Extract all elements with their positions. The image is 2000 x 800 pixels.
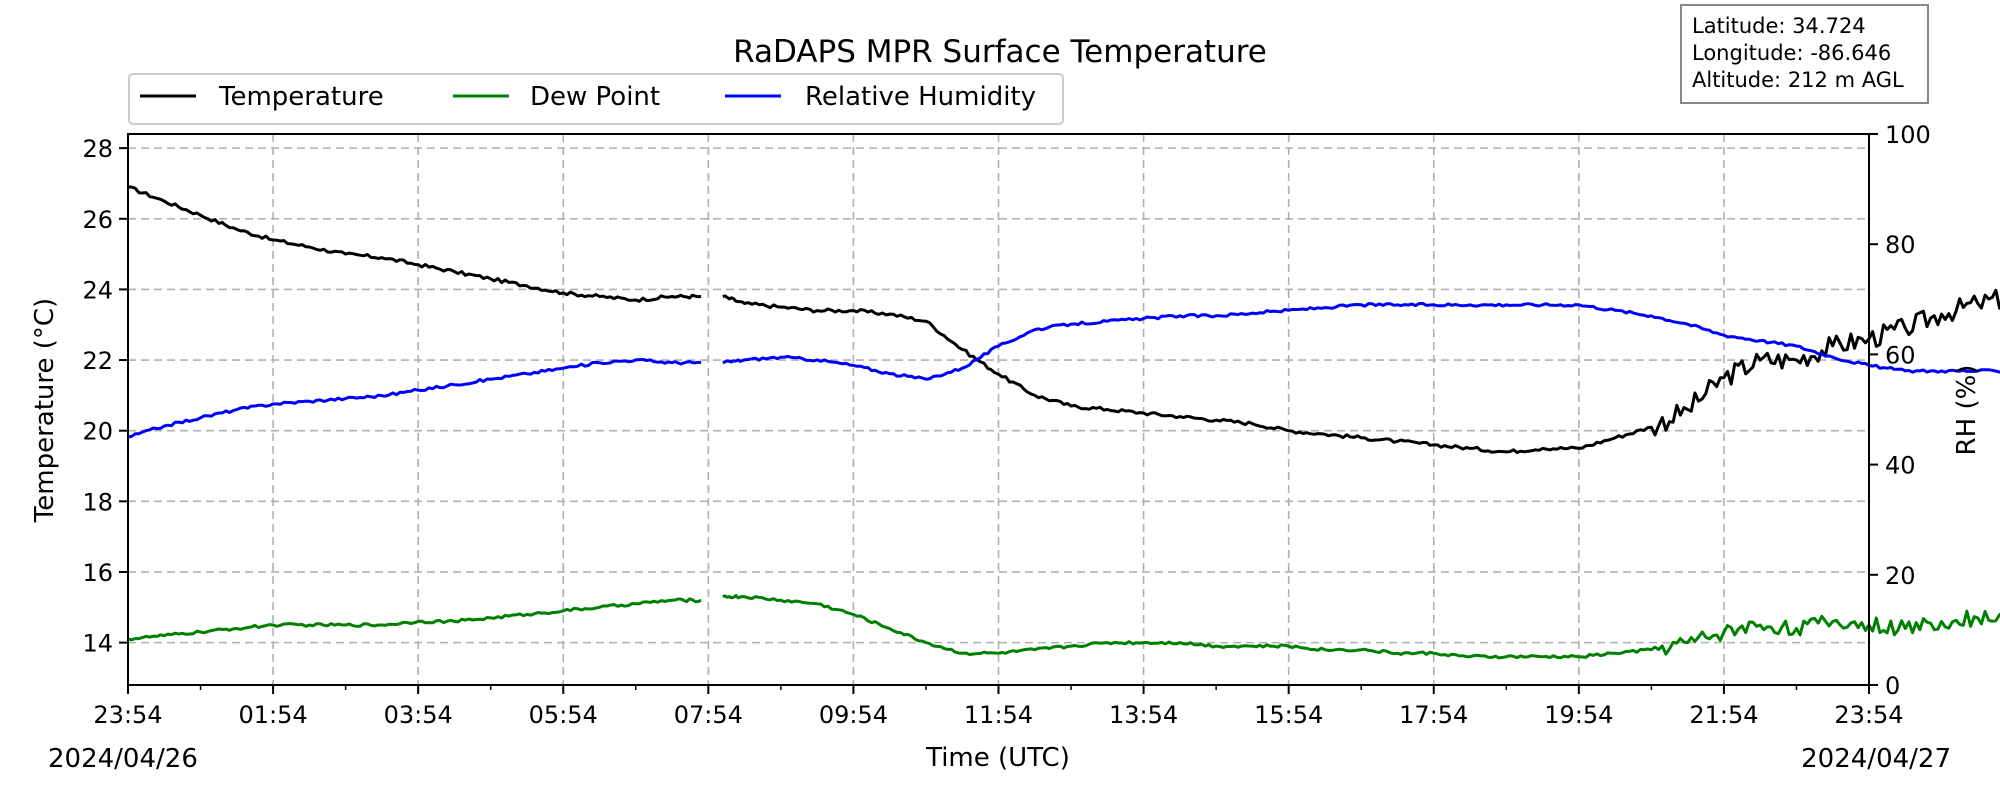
date-start-label: 2024/04/26: [48, 744, 198, 774]
x-axis-label: Time (UTC): [925, 743, 1070, 773]
x-tick-label: 17:54: [1399, 701, 1468, 729]
x-tick-label: 07:54: [674, 701, 743, 729]
y2-tick-label: 60: [1885, 341, 1916, 369]
x-tick-label: 23:54: [1834, 701, 1903, 729]
y2-axis-label: RH (%): [1952, 365, 1982, 456]
info-latitude: Latitude: 34.724: [1692, 14, 1866, 38]
y2-tick-label: 100: [1885, 121, 1931, 149]
y-tick-label: 18: [82, 488, 113, 516]
y-tick-label: 14: [82, 630, 113, 658]
legend: Temperature Dew Point Relative Humidity: [128, 73, 1064, 125]
location-info-box: Latitude: 34.724 Longitude: -86.646 Alti…: [1680, 4, 1929, 104]
legend-label-dew-point: Dew Point: [530, 82, 660, 112]
y-tick-label: 16: [82, 559, 113, 587]
y2-tick-label: 0: [1885, 672, 1900, 700]
grid: [128, 134, 1869, 685]
y2-tick-label: 20: [1885, 562, 1916, 590]
legend-label-temperature: Temperature: [218, 82, 384, 112]
y-tick-label: 24: [82, 276, 113, 304]
x-tick-label: 03:54: [384, 701, 453, 729]
plot-series: [127, 185, 2000, 660]
info-altitude: Altitude: 212 m AGL: [1692, 68, 1904, 92]
series-line-temperature: [128, 185, 702, 303]
y-tick-label: 28: [82, 135, 113, 163]
y2-tick-label: 40: [1885, 452, 1916, 480]
x-tick-label: 23:54: [93, 701, 162, 729]
legend-box: [128, 73, 1064, 125]
x-tick-label: 13:54: [1109, 701, 1178, 729]
series-line-relative-humidity: [127, 358, 702, 439]
series-line-dew-point: [127, 597, 702, 642]
y-axis-left: 14 16 18 20 22 24 26 28: [82, 135, 128, 658]
x-tick-label: 21:54: [1689, 701, 1758, 729]
x-tick-label: 19:54: [1544, 701, 1613, 729]
x-tick-label: 11:54: [964, 701, 1033, 729]
info-longitude: Longitude: -86.646: [1692, 41, 1891, 65]
series-line-temperature: [722, 288, 2000, 454]
y-tick-label: 20: [82, 418, 113, 446]
x-tick-label: 15:54: [1254, 701, 1323, 729]
x-tick-label: 05:54: [529, 701, 598, 729]
x-axis: 23:54 01:54 03:54 05:54 07:54 09:54 11:54 13:54…: [93, 685, 1904, 729]
date-end-label: 2024/04/27: [1801, 744, 1951, 774]
y-axis-label: Temperature (°C): [30, 298, 60, 523]
y-axis-right: 0 20 40 60 80 100: [1869, 121, 1931, 700]
series-line-dew-point: [722, 594, 2000, 660]
info-box-frame: [1680, 4, 1929, 104]
series-line-relative-humidity: [722, 302, 2000, 381]
chart-title: RaDAPS MPR Surface Temperature: [733, 34, 1267, 70]
y-tick-label: 22: [82, 347, 113, 375]
x-tick-label: 09:54: [819, 701, 888, 729]
x-tick-label: 01:54: [238, 701, 307, 729]
legend-label-relative-humidity: Relative Humidity: [805, 82, 1036, 112]
y-tick-label: 26: [82, 206, 113, 234]
y2-tick-label: 80: [1885, 231, 1916, 259]
